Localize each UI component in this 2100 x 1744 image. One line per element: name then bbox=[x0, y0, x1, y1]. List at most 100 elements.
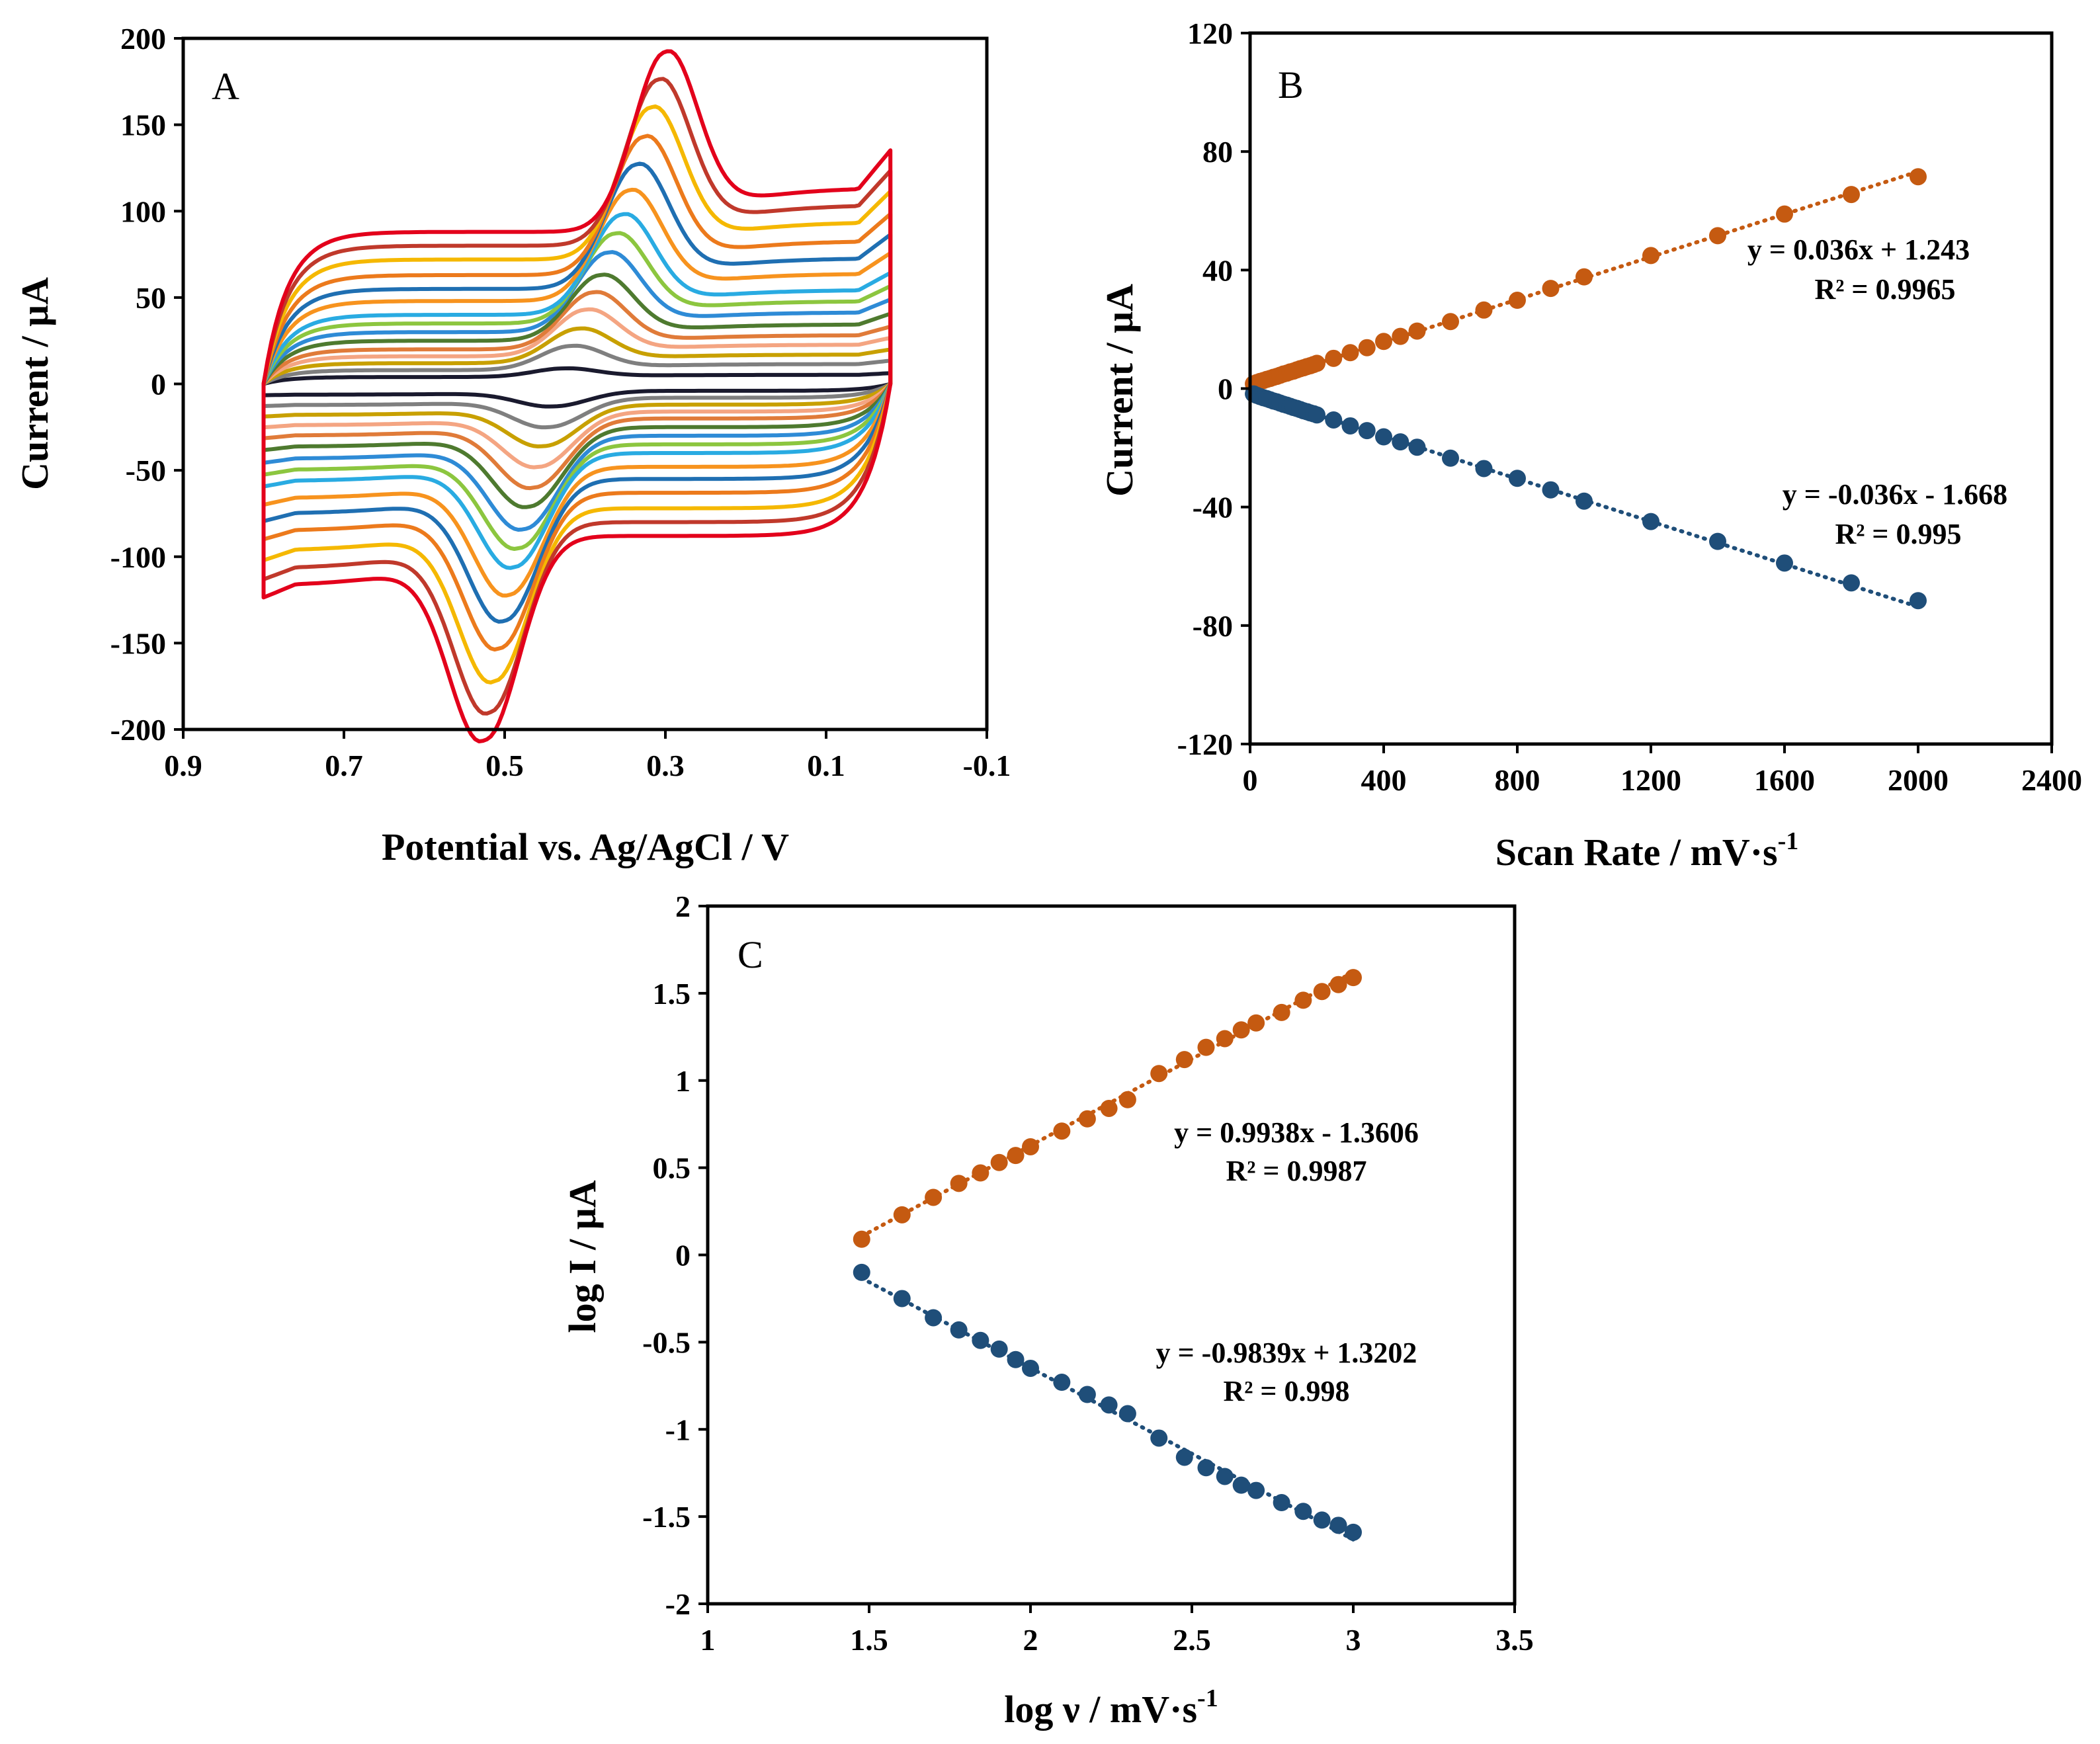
panel-c-anodic-equation: y = 0.9938x - 1.3606 bbox=[1174, 1116, 1419, 1149]
panel-c-anodic-point bbox=[853, 1230, 870, 1248]
panel-c-cathodic-point bbox=[1232, 1476, 1250, 1494]
panel-c-x-tick-label: 3.5 bbox=[1495, 1623, 1534, 1657]
panel-c-y-tick-label: 0.5 bbox=[653, 1151, 691, 1185]
panel-b-anodic-point bbox=[1308, 354, 1325, 372]
panel-b-anodic-point bbox=[1375, 333, 1392, 351]
panel-c-cathodic-point bbox=[1007, 1350, 1025, 1368]
panel-c-anodic-point bbox=[1078, 1110, 1096, 1128]
panel-c-x-tick-label: 1.5 bbox=[850, 1623, 888, 1657]
panel-b-anodic-point bbox=[1442, 313, 1459, 331]
panel-b-y-tick-label: 40 bbox=[1202, 253, 1233, 287]
panel-a-y-tick-label: -50 bbox=[126, 454, 166, 487]
panel-b-x-tick-label: 0 bbox=[1243, 763, 1258, 797]
panel-c-anodic-point bbox=[1232, 1021, 1250, 1039]
panel-b-anodic-point bbox=[1542, 280, 1560, 298]
panel-b-anodic-point bbox=[1776, 205, 1793, 223]
panel-a-y-tick-label: -200 bbox=[110, 713, 166, 747]
panel-c-y-tick-label: 1 bbox=[675, 1064, 691, 1098]
panel-b-cathodic-r2: R² = 0.995 bbox=[1835, 518, 1961, 550]
panel-b-anodic-point bbox=[1325, 349, 1343, 367]
panel-b-cathodic-point bbox=[1308, 406, 1325, 424]
panel-b-cathodic-point bbox=[1408, 438, 1426, 456]
panel-a-x-tick-label: 0.7 bbox=[325, 749, 363, 782]
panel-b-x-axis-title-main: Scan Rate / mV·s bbox=[1495, 831, 1778, 874]
panel-c-cathodic-point bbox=[1053, 1374, 1071, 1391]
panel-a-y-tick-label: 200 bbox=[120, 22, 166, 56]
panel-c-cathodic-point bbox=[925, 1309, 943, 1327]
panel-c-anodic-point bbox=[1345, 969, 1362, 987]
panel-b-y-tick-label: -80 bbox=[1193, 609, 1233, 643]
panel-c-y-tick-label: -1.5 bbox=[642, 1500, 691, 1534]
panel-c-cathodic-point bbox=[1022, 1359, 1039, 1377]
panel-b: 0 400 800 1200 1600 2000 240012080400-40-80-12… bbox=[1098, 17, 2082, 874]
panel-b-x-axis-title: Scan Rate / mV·s-1 bbox=[1495, 827, 1799, 874]
panel-c-cathodic-point bbox=[1273, 1494, 1290, 1512]
panel-a: 0.9 0.7 0.5 0.3 0.1 -0.1 200 150 100 50 0 -50 -100 -1… bbox=[13, 22, 1011, 868]
panel-c-x-axis-title-sup: -1 bbox=[1197, 1684, 1218, 1712]
panel-a-ticks: 0.9 0.7 0.5 0.3 0.1 -0.1 200 150 100 50 0 -50 -100 -1… bbox=[110, 22, 1011, 782]
panel-c-cathodic-point bbox=[1175, 1448, 1193, 1466]
panel-c-cathodic-point bbox=[1197, 1459, 1215, 1477]
panel-b-anodic-point bbox=[1509, 292, 1526, 310]
panel-c-cathodic-point bbox=[893, 1290, 911, 1308]
panel-a-y-tick-label: 0 bbox=[151, 368, 166, 401]
panel-a-letter: A bbox=[212, 65, 239, 108]
panel-b-letter: B bbox=[1278, 63, 1304, 106]
panel-b-anodic-equation: y = 0.036x + 1.243 bbox=[1747, 233, 1970, 266]
panel-c-y-tick-label: -1 bbox=[665, 1413, 691, 1446]
panel-c-anodic-point bbox=[1313, 983, 1331, 1001]
panel-c-cathodic-point bbox=[990, 1340, 1008, 1358]
panel-a-x-tick-label: 0.9 bbox=[164, 749, 202, 782]
panel-b-y-axis-title: Current / μA bbox=[1098, 284, 1141, 497]
panel-c-ticks: 1 1.5 2 2.5 3 3.5 2 1.5 1 0.5 0 -0.5 -1 -1.5 -2 bbox=[642, 890, 1534, 1657]
panel-a-y-tick-label: 50 bbox=[136, 281, 166, 315]
panel-b-marks bbox=[1245, 168, 1927, 610]
panel-c-y-tick-label: 0 bbox=[675, 1239, 691, 1272]
panel-b-anodic-point bbox=[1709, 227, 1726, 245]
panel-b-y-tick-label: 80 bbox=[1202, 135, 1233, 169]
panel-c-y-tick-label: -0.5 bbox=[642, 1325, 691, 1359]
panel-b-cathodic-point bbox=[1542, 481, 1560, 499]
panel-b-cathodic-equation: y = -0.036x - 1.668 bbox=[1783, 478, 2007, 511]
panel-b-cathodic-point bbox=[1442, 449, 1459, 467]
panel-a-y-tick-label: -100 bbox=[110, 540, 166, 574]
panel-c-anodic-point bbox=[950, 1175, 968, 1192]
panel-b-x-tick-label: 400 bbox=[1361, 763, 1407, 797]
panel-b-cathodic-point bbox=[1475, 460, 1493, 478]
panel-c-cathodic-point bbox=[853, 1263, 870, 1281]
panel-c-x-axis-title: log ν / mV·s-1 bbox=[1004, 1684, 1218, 1731]
panel-a-x-tick-label: -0.1 bbox=[963, 749, 1011, 782]
panel-c-cathodic-point bbox=[1313, 1511, 1331, 1529]
panel-b-anodic-point bbox=[1408, 322, 1426, 340]
panel-c-anodic-r2: R² = 0.9987 bbox=[1226, 1155, 1366, 1187]
panel-b-anodic-point bbox=[1341, 344, 1359, 362]
panel-b-anodic-point bbox=[1475, 301, 1493, 319]
panel-b-cathodic-point bbox=[1776, 554, 1793, 572]
panel-b-anodic-point bbox=[1392, 327, 1409, 345]
panel-c-cathodic-r2: R² = 0.998 bbox=[1223, 1375, 1349, 1407]
panel-c-y-tick-label: 2 bbox=[675, 890, 691, 923]
panel-c-anodic-point bbox=[925, 1188, 943, 1206]
panel-c-x-tick-label: 3 bbox=[1346, 1623, 1361, 1657]
panel-c-marks bbox=[853, 969, 1362, 1542]
panel-b-anodic-point bbox=[1358, 339, 1376, 356]
panel-c-anodic-point bbox=[1273, 1003, 1290, 1021]
panel-c-cathodic-point bbox=[1294, 1503, 1312, 1520]
panel-c-cathodic-point bbox=[1100, 1396, 1118, 1414]
panel-a-y-tick-label: -150 bbox=[110, 626, 166, 660]
panel-b-y-tick-label: -40 bbox=[1193, 491, 1233, 524]
panel-c-x-tick-label: 2 bbox=[1023, 1623, 1038, 1657]
panel-c-anodic-point bbox=[1022, 1138, 1039, 1155]
panel-c-cathodic-equation: y = -0.9839x + 1.3202 bbox=[1156, 1337, 1417, 1369]
panel-b-anodic-point bbox=[1642, 247, 1659, 265]
panel-b-anodic-point bbox=[1843, 186, 1860, 204]
panel-c-anodic-point bbox=[893, 1206, 911, 1224]
panel-b-cathodic-point bbox=[1642, 513, 1659, 530]
panel-c-cathodic-point bbox=[1118, 1405, 1136, 1423]
panel-b-cathodic-point bbox=[1341, 417, 1359, 435]
panel-b-x-tick-label: 2000 bbox=[1888, 763, 1949, 797]
panel-c-cathodic-point bbox=[1247, 1481, 1265, 1499]
panel-b-x-tick-label: 2400 bbox=[2021, 763, 2082, 797]
panel-b-cathodic-point bbox=[1910, 592, 1927, 610]
